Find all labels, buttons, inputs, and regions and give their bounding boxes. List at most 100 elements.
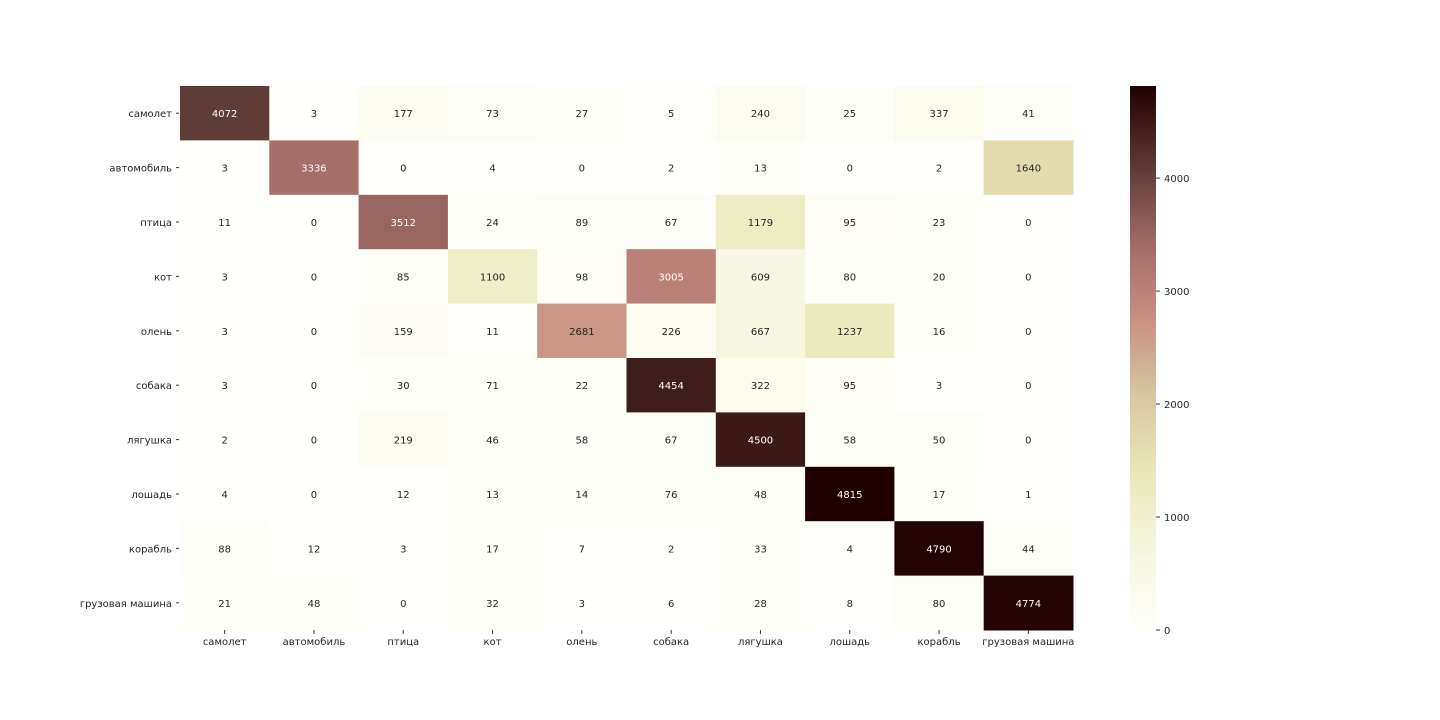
heatmap-cell (626, 194, 717, 250)
heatmap-cell (269, 194, 360, 250)
heatmap-cell (983, 521, 1074, 577)
cell-value-label: 73 (486, 109, 499, 120)
cell-value-label: 219 (394, 436, 413, 447)
heatmap-cell (180, 140, 270, 196)
cell-value-label: 58 (575, 436, 588, 447)
y-tick-label: птица (140, 218, 172, 229)
cell-value-label: 322 (751, 381, 770, 392)
cell-value-label: 3 (311, 109, 317, 120)
heatmap-cell (269, 575, 360, 631)
heatmap-cell (269, 412, 360, 468)
heatmap-cell (180, 466, 270, 522)
heatmap-cell (537, 521, 627, 577)
heatmap-cell (983, 358, 1074, 413)
cell-value-label: 44 (1022, 544, 1035, 555)
heatmap-cell (805, 86, 895, 141)
heatmap-cell (983, 194, 1074, 250)
cell-value-label: 0 (1025, 327, 1031, 338)
cell-value-label: 2 (221, 436, 227, 447)
heatmap-cell (894, 249, 985, 305)
heatmap-cell (358, 249, 449, 305)
cell-value-label: 2681 (569, 327, 594, 338)
heatmap-cell (894, 466, 985, 522)
cell-value-label: 0 (311, 490, 317, 501)
heatmap-cell (894, 194, 985, 250)
heatmap-cell (447, 521, 538, 577)
heatmap-cell (626, 412, 717, 468)
heatmap-cell (358, 303, 449, 359)
heatmap-cell (447, 358, 538, 413)
heatmap-cell (805, 303, 895, 359)
heatmap-cell (180, 303, 270, 359)
cell-value-label: 14 (575, 490, 588, 501)
cell-value-label: 609 (751, 272, 770, 283)
cell-value-label: 2 (668, 164, 674, 175)
heatmap-cell (537, 303, 627, 359)
heatmap-cell (447, 412, 538, 468)
heatmap-cell (358, 358, 449, 413)
cell-value-label: 13 (486, 490, 499, 501)
cell-value-label: 80 (933, 599, 946, 610)
heatmap-cell (358, 412, 449, 468)
y-tick-label: кот (154, 272, 172, 283)
heatmap-cell (626, 575, 717, 631)
cell-value-label: 95 (843, 218, 856, 229)
x-tick-label: птица (387, 637, 419, 648)
heatmap-cell (715, 575, 806, 631)
y-tick-label: собака (136, 381, 172, 392)
y-tick-label: лягушка (127, 436, 172, 447)
heatmap-cell (537, 194, 627, 250)
cell-value-label: 32 (486, 599, 499, 610)
cell-value-label: 58 (843, 436, 856, 447)
x-tick-labels: самолет автомобиль птица кот олень собака лягу… (203, 630, 1074, 648)
cell-value-label: 1640 (1016, 164, 1041, 175)
cell-value-label: 3005 (658, 272, 683, 283)
cell-value-label: 67 (665, 218, 678, 229)
cell-value-label: 337 (930, 109, 949, 120)
cell-value-label: 95 (843, 381, 856, 392)
cell-value-label: 667 (751, 327, 770, 338)
y-tick-label: самолет (128, 109, 172, 120)
heatmap-cell (715, 521, 806, 577)
heatmap-cell (626, 86, 717, 141)
heatmap-cell (894, 140, 985, 196)
cell-value-label: 0 (311, 327, 317, 338)
x-tick-label: лягушка (738, 637, 783, 648)
cell-value-label: 1 (1025, 490, 1031, 501)
cell-value-label: 23 (933, 218, 946, 229)
heatmap-cell (894, 303, 985, 359)
heatmap-cell (715, 303, 806, 359)
cell-value-label: 4072 (212, 109, 237, 120)
heatmap-cell (447, 249, 538, 305)
heatmap-cell (805, 466, 895, 522)
cell-value-label: 1100 (480, 272, 505, 283)
cell-value-label: 3 (936, 381, 942, 392)
heatmap-cell (537, 412, 627, 468)
cell-value-label: 11 (486, 327, 499, 338)
heatmap-cell (447, 194, 538, 250)
cell-value-label: 80 (843, 272, 856, 283)
heatmap-cell (983, 86, 1074, 141)
heatmap-cell (715, 86, 806, 141)
cell-value-label: 226 (662, 327, 681, 338)
heatmap-cell (983, 140, 1074, 196)
heatmap-cell (626, 358, 717, 413)
cell-value-label: 4774 (1016, 599, 1041, 610)
cell-value-label: 7 (579, 544, 585, 555)
x-tick-label: кот (484, 637, 502, 648)
heatmap-cell (358, 194, 449, 250)
heatmap-cell (358, 521, 449, 577)
cell-value-label: 0 (311, 381, 317, 392)
heatmap-cell (447, 575, 538, 631)
heatmap-cell (626, 466, 717, 522)
heatmap-cell (358, 466, 449, 522)
heatmap-cell (805, 575, 895, 631)
cell-value-label: 98 (575, 272, 588, 283)
heatmap-cell (715, 249, 806, 305)
heatmap-cell (269, 249, 360, 305)
cell-value-label: 3 (579, 599, 585, 610)
heatmap-cell (180, 575, 270, 631)
y-tick-labels: самолет автомобиль птица кот олень собака лягу… (80, 109, 179, 610)
heatmap-cell (537, 249, 627, 305)
